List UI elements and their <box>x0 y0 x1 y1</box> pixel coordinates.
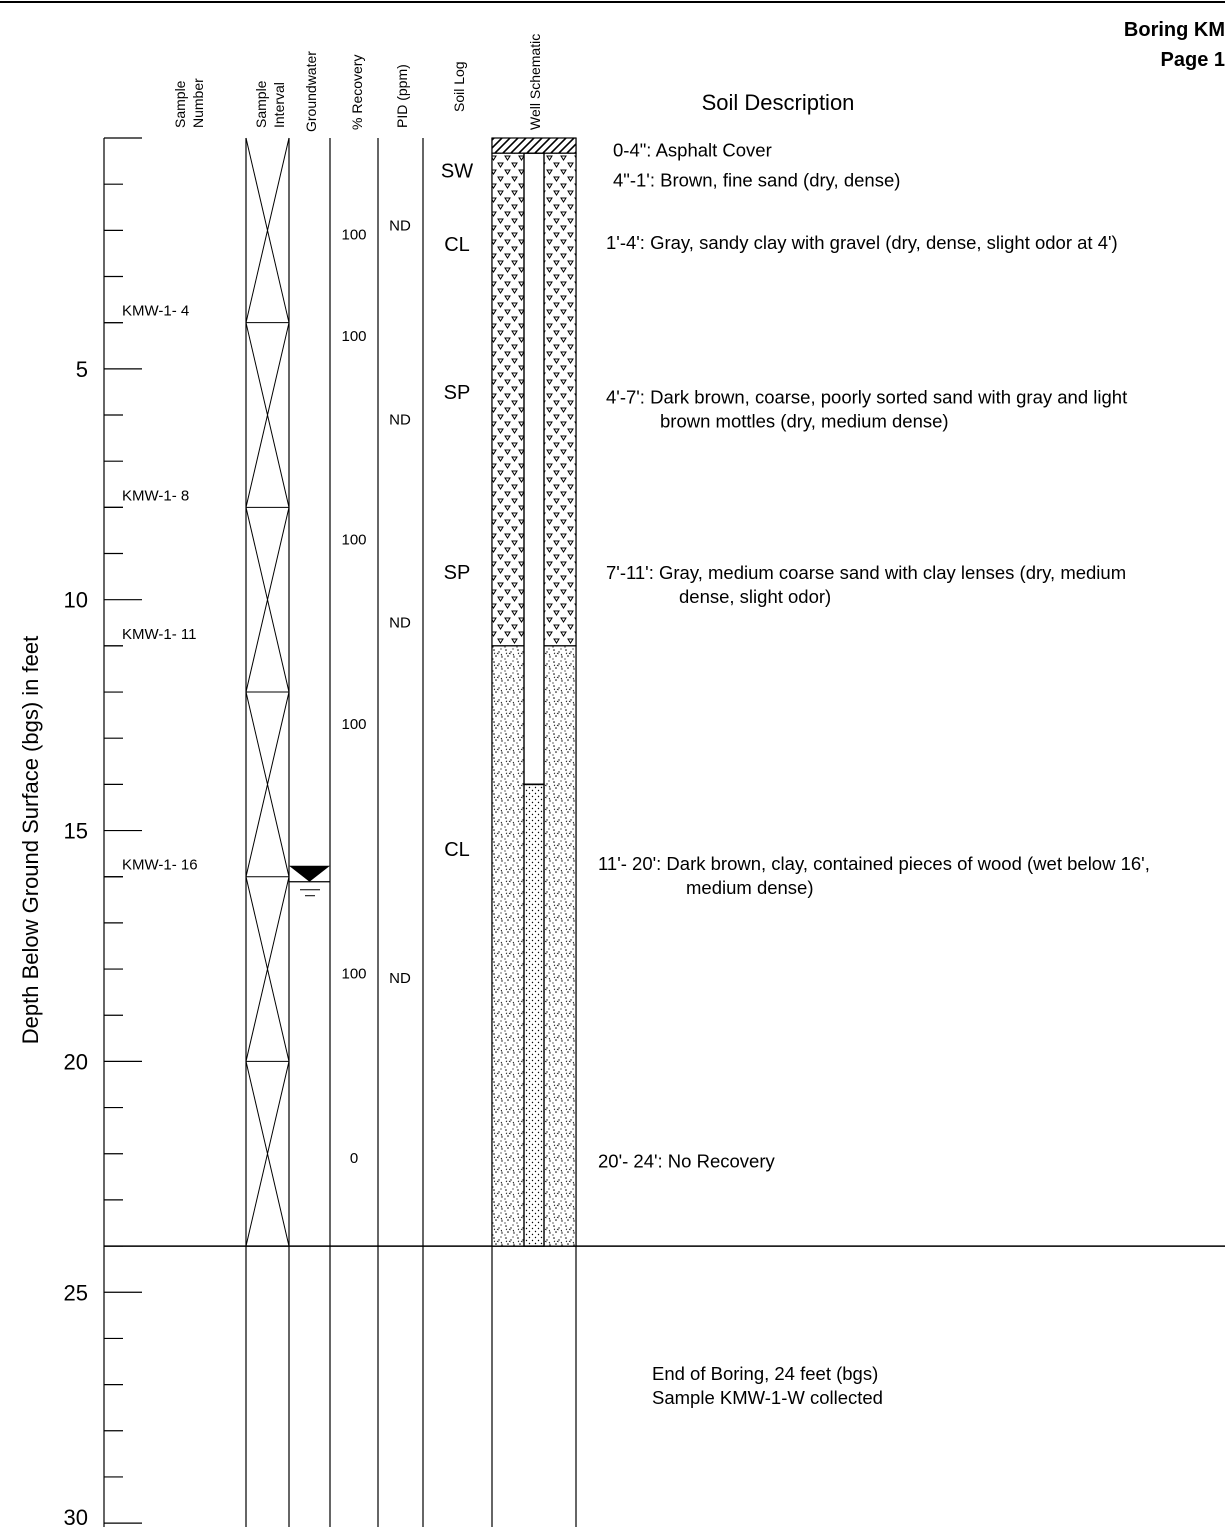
depth-tick-label: 15 <box>64 819 88 844</box>
soil-description-line: 11'- 20': Dark brown, clay, contained pi… <box>598 853 1150 874</box>
boring-title: Boring KM <box>1124 19 1225 41</box>
sample-label: KMW-1- 8 <box>122 487 189 504</box>
soil-description-line: medium dense) <box>686 877 814 898</box>
pid-value: ND <box>389 411 411 428</box>
interval-diagonal <box>245 691 290 877</box>
sample-intervals <box>245 137 290 1247</box>
recovery-values: 100 100 100 100 100 0 <box>341 227 366 1167</box>
soil-code: CL <box>444 234 470 256</box>
depth-axis: 5 10 15 20 25 30 <box>64 137 142 1527</box>
header-soil-log: Soil Log <box>451 61 467 112</box>
soil-description-line: brown mottles (dry, medium dense) <box>660 411 949 432</box>
asphalt-cover <box>491 137 577 154</box>
soil-description-line: 4'-7': Dark brown, coarse, poorly sorted… <box>606 387 1127 408</box>
depth-tick-label: 20 <box>64 1049 88 1074</box>
depth-axis-title: Depth Below Ground Surface (bgs) in feet <box>18 636 43 1044</box>
pid-value: ND <box>389 217 411 234</box>
soil-descriptions: 0-4": Asphalt Cover 4"-1': Brown, fine sa… <box>598 140 1150 1409</box>
depth-tick-label: 25 <box>64 1280 88 1305</box>
depth-tick-label: 30 <box>64 1505 88 1527</box>
well-casing <box>523 152 545 786</box>
interval-diagonal <box>245 876 290 1062</box>
page-number: Page 1 <box>1161 49 1225 71</box>
soil-description-line: 20'- 24': No Recovery <box>598 1151 775 1172</box>
pid-values: ND ND ND ND <box>389 217 411 987</box>
interval-diagonal <box>245 1061 290 1247</box>
recovery-value: 0 <box>350 1150 358 1167</box>
header-soil-description: Soil Description <box>702 90 855 115</box>
sample-numbers: KMW-1- 4 KMW-1- 8 KMW-1- 11 KMW-1- 16 <box>104 303 198 878</box>
depth-tick-label: 5 <box>76 357 88 382</box>
column-lines <box>103 138 1225 1527</box>
header-groundwater: Groundwater <box>303 51 319 132</box>
interval-diagonal <box>245 507 290 693</box>
header-well-schematic: Well Schematic <box>527 34 543 130</box>
well-schematic <box>491 137 577 1247</box>
soil-description-line: 0-4": Asphalt Cover <box>613 140 772 161</box>
soil-description-line: End of Boring, 24 feet (bgs) <box>652 1363 878 1384</box>
interval-diagonal <box>245 137 290 323</box>
soil-code: SP <box>444 382 471 404</box>
header-sample-number-1: Sample <box>172 80 188 128</box>
groundwater-triangle <box>289 865 330 882</box>
recovery-value: 100 <box>341 531 366 548</box>
soil-code: SP <box>444 562 471 584</box>
sample-label: KMW-1- 4 <box>122 303 189 320</box>
sample-label: KMW-1- 11 <box>122 626 196 643</box>
soil-description-line: 4"-1': Brown, fine sand (dry, dense) <box>613 170 900 191</box>
soil-log-codes: SW CL SP SP CL <box>441 160 473 861</box>
recovery-value: 100 <box>341 716 366 733</box>
soil-description-line: 1'-4': Gray, sandy clay with gravel (dry… <box>606 232 1118 253</box>
pid-value: ND <box>389 614 411 631</box>
soil-code: CL <box>444 839 470 861</box>
well-screen <box>523 783 545 1247</box>
recovery-value: 100 <box>341 965 366 982</box>
header-recovery: % Recovery <box>349 55 365 130</box>
header-sample-number-2: Number <box>190 78 206 128</box>
recovery-value: 100 <box>341 227 366 244</box>
header-pid: PID (ppm) <box>394 64 410 128</box>
depth-tick-label: 10 <box>64 588 88 613</box>
recovery-value: 100 <box>341 328 366 345</box>
groundwater-indicator <box>289 865 330 897</box>
pid-value: ND <box>389 970 411 987</box>
sample-label: KMW-1- 16 <box>122 857 198 874</box>
soil-code: SW <box>441 160 473 182</box>
header-sample-interval-2: Interval <box>271 82 287 128</box>
soil-description-line: Sample KMW-1-W collected <box>652 1387 883 1408</box>
header-sample-interval-1: Sample <box>253 80 269 128</box>
interval-diagonal <box>245 322 290 508</box>
soil-description-line: 7'-11': Gray, medium coarse sand with cl… <box>606 562 1126 583</box>
soil-description-line: dense, slight odor) <box>679 586 831 607</box>
